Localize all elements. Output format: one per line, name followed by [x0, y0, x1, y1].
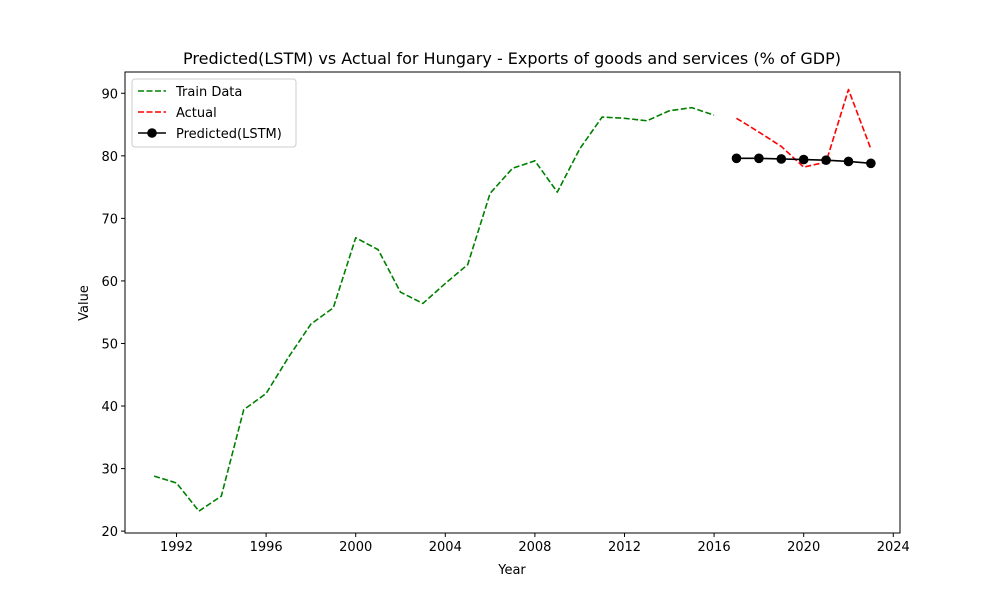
x-tick-label: 2012: [608, 540, 641, 555]
x-axis-label: Year: [497, 563, 526, 578]
data-point-predicted-lstm: [776, 154, 787, 164]
x-tick-label: 1996: [250, 540, 283, 555]
plot-area: [153, 88, 876, 512]
x-tick-label: 2004: [429, 540, 462, 555]
series-line-train-data: [153, 106, 715, 512]
data-point-predicted-lstm: [754, 153, 764, 164]
axes-frame: [124, 71, 901, 534]
x-tick-label: 2024: [877, 540, 910, 555]
legend-label-actual: Actual: [176, 106, 217, 121]
x-tick-label: 2016: [698, 540, 731, 555]
x-tick-label: 2000: [339, 540, 372, 555]
y-tick-label: 40: [101, 400, 118, 415]
data-point-predicted-lstm: [798, 154, 809, 165]
y-tick-label: 20: [101, 525, 118, 540]
x-tick-label: 2008: [518, 540, 551, 555]
data-point-predicted-lstm: [866, 158, 876, 169]
data-point-predicted-lstm: [843, 156, 854, 167]
x-axis-ticks: 1992 1996 2000 2004 2008 2012 2016 2020 2024: [160, 533, 910, 555]
y-tick-label: 30: [101, 463, 118, 478]
y-tick-label: 50: [101, 337, 118, 352]
legend-label-train-data: Train Data: [175, 85, 242, 100]
y-tick-label: 80: [101, 150, 118, 165]
series-line-actual: [736, 88, 872, 168]
x-tick-label: 1992: [160, 540, 193, 555]
y-axis-ticks: 20 30 40 50 60 70 80 90: [101, 87, 125, 540]
data-point-predicted-lstm: [821, 155, 831, 165]
y-axis-label: Value: [77, 285, 92, 321]
legend-box: [131, 78, 297, 148]
data-point-predicted-lstm: [731, 153, 742, 164]
legend: Train Data Actual Predicted(LSTM): [131, 78, 297, 148]
y-tick-label: 60: [101, 275, 118, 290]
legend-label-predicted-lstm: Predicted(LSTM): [176, 127, 282, 142]
y-tick-label: 90: [101, 87, 118, 102]
x-tick-label: 2020: [787, 540, 820, 555]
legend-marker-predicted-lstm: [147, 128, 157, 138]
chart-title: Predicted(LSTM) vs Actual for Hungary - …: [183, 49, 841, 68]
y-tick-label: 70: [101, 212, 118, 227]
